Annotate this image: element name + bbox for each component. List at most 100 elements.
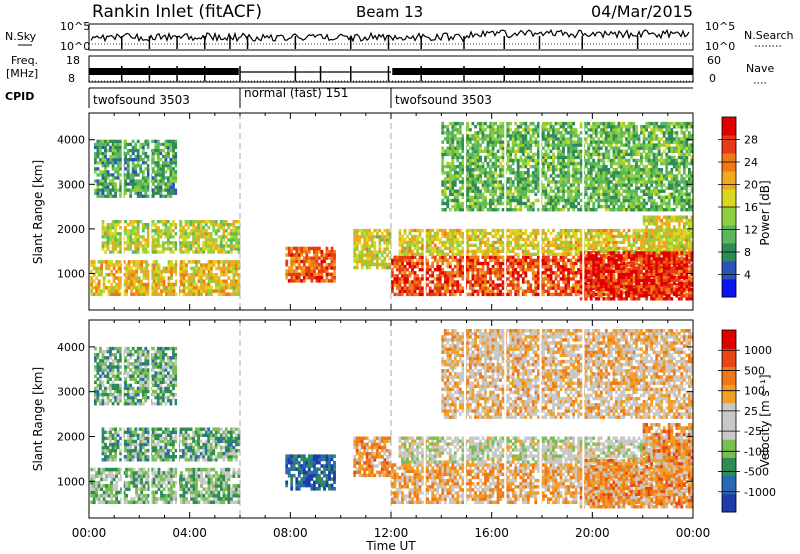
heatmap-cell: [471, 204, 475, 209]
heatmap-cell: [305, 275, 309, 280]
heatmap-cell: [579, 284, 583, 289]
heatmap-cell: [458, 228, 462, 233]
heatmap-cell: [481, 261, 485, 266]
heatmap-cell: [456, 121, 460, 126]
heatmap-cell: [461, 277, 465, 281]
heatmap-cell: [156, 188, 160, 192]
heatmap-cell: [579, 234, 583, 239]
heatmap-cell: [509, 231, 513, 236]
heatmap-cell: [285, 253, 289, 257]
date-label: 04/Mar/2015: [591, 2, 693, 21]
heatmap-cell: [642, 231, 646, 236]
heatmap-cell: [141, 142, 145, 147]
heatmap-cell: [471, 277, 475, 281]
heatmap-cell: [584, 243, 588, 247]
heatmap-cell: [109, 238, 112, 242]
heatmap-cell: [114, 182, 117, 186]
heatmap-cell: [162, 289, 166, 293]
heatmap-cell: [474, 243, 477, 247]
heatmap-cell: [182, 269, 186, 274]
heatmap-cell: [587, 231, 591, 236]
heatmap-cell: [117, 269, 121, 274]
heatmap-cell: [443, 183, 447, 187]
heatmap-cell: [494, 261, 497, 266]
heatmap-cell: [436, 277, 440, 281]
nsky-line: [90, 28, 690, 43]
heatmap-cell: [170, 289, 173, 293]
heatmap-cell: [521, 277, 525, 281]
heatmap-cell: [574, 274, 578, 278]
heatmap-cell: [511, 283, 515, 287]
heatmap-cell: [411, 268, 414, 272]
heatmap-cell: [519, 261, 523, 266]
heatmap-cell: [172, 250, 175, 254]
heatmap-cell: [657, 269, 661, 273]
heatmap-cell: [607, 297, 611, 301]
heatmap-cell: [479, 121, 482, 126]
heatmap-cell: [368, 244, 372, 248]
heatmap-cell: [557, 268, 560, 272]
heatmap-cell: [436, 264, 440, 269]
heatmap-cell: [670, 241, 674, 245]
heatmap-cell: [167, 164, 170, 168]
heatmap-cell: [142, 273, 146, 277]
heatmap-cell: [579, 257, 583, 261]
heatmap-cell: [511, 274, 515, 278]
heatmap-cell: [609, 272, 613, 276]
heatmap-cell: [115, 286, 118, 290]
heatmap-cell: [132, 276, 136, 280]
heatmap-cell: [142, 286, 146, 290]
heatmap-cell: [466, 195, 470, 200]
heatmap-cell: [476, 208, 480, 212]
heatmap-cell: [456, 228, 460, 233]
heatmap-cell: [660, 222, 664, 226]
heatmap-cell: [670, 260, 674, 264]
heatmap-cell: [104, 151, 107, 156]
heatmap-cell: [162, 155, 165, 159]
heatmap-cell: [615, 263, 618, 267]
heatmap-cell: [511, 255, 515, 259]
heatmap-cell: [136, 188, 140, 192]
heatmap-cell: [489, 271, 492, 275]
heatmap-cell: [155, 282, 158, 287]
heatmap-cell: [104, 164, 107, 168]
heatmap-cell: [655, 249, 659, 253]
heatmap-cell: [662, 235, 666, 239]
heatmap-cell: [119, 247, 122, 251]
heatmap-cell: [146, 176, 150, 180]
heatmap-cell: [496, 271, 500, 275]
heatmap-cell: [506, 234, 510, 239]
heatmap-cell: [615, 281, 618, 286]
heatmap-cell: [388, 228, 392, 233]
heatmap-cell: [557, 258, 560, 263]
heatmap-cell: [101, 235, 105, 239]
heatmap-cell: [146, 250, 150, 254]
heatmap-cell: [479, 168, 482, 172]
heatmap-cell: [665, 272, 669, 276]
heatmap-cell: [647, 254, 651, 258]
heatmap-cell: [225, 286, 228, 290]
heatmap-cell: [652, 284, 656, 289]
heatmap-cell: [365, 232, 369, 236]
heatmap-cell: [672, 272, 676, 276]
heatmap-cell: [375, 262, 379, 267]
heatmap-cell: [458, 125, 462, 129]
heatmap-cell: [167, 226, 170, 230]
heatmap-cell: [222, 220, 226, 224]
heatmap-cell: [682, 247, 686, 252]
heatmap-cell: [295, 275, 299, 280]
heatmap-cell: [383, 259, 387, 264]
heatmap-cell: [401, 234, 404, 239]
heatmap-cell: [685, 284, 689, 289]
heatmap-cell: [617, 278, 621, 283]
heatmap-cell: [157, 292, 161, 296]
heatmap-cell: [441, 198, 445, 203]
heatmap-cell: [632, 234, 636, 239]
heatmap-cell: [134, 185, 138, 189]
heatmap-cell: [453, 177, 457, 181]
heatmap-cell: [441, 161, 445, 166]
heatmap-cell: [136, 182, 140, 186]
heatmap-cell: [418, 280, 422, 284]
heatmap-cell: [204, 220, 208, 224]
heatmap-cell: [403, 286, 407, 290]
